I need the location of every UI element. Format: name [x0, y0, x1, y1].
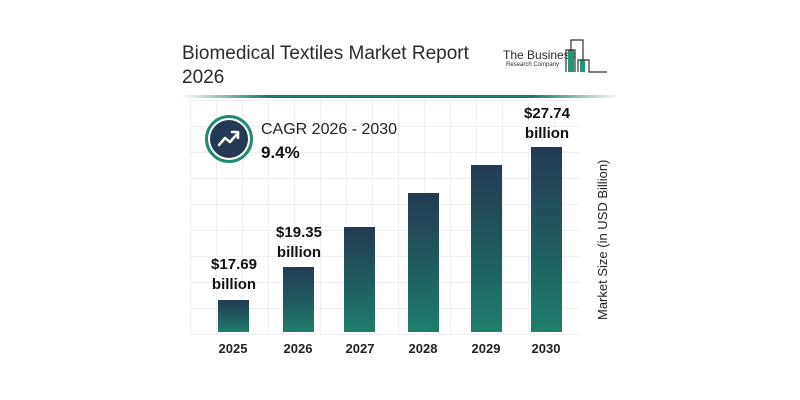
bar-2026: [283, 267, 314, 332]
company-logo: The Business Research Company: [503, 38, 623, 78]
trending-up-icon: [205, 115, 253, 163]
logo-line2: Research Company: [506, 62, 560, 68]
x-label-2030: 2030: [531, 341, 561, 356]
cagr-value: 9.4%: [261, 143, 300, 162]
x-label-2027: 2027: [345, 341, 375, 356]
header-divider: [180, 95, 620, 98]
chart-title: Biomedical Textiles Market Report 2026: [182, 43, 469, 88]
value-label-amount: $19.35: [276, 224, 322, 241]
chart-grid: [190, 100, 580, 335]
value-label-unit: billion: [211, 276, 257, 293]
y-axis-label: Market Size (in USD Billion): [595, 159, 610, 320]
building-chart-icon: [565, 39, 607, 73]
x-label-2025: 2025: [218, 341, 248, 356]
value-label-amount: $17.69: [211, 256, 257, 273]
bar-2030: [531, 147, 562, 332]
x-label-2026: 2026: [283, 341, 313, 356]
x-label-2028: 2028: [408, 341, 438, 356]
value-label-2026: $19.35 billion: [254, 223, 344, 263]
logo-line1: The Business: [503, 48, 576, 62]
x-label-2029: 2029: [471, 341, 501, 356]
bar-2025: [218, 300, 249, 332]
value-label-2025: $17.69 billion: [189, 255, 279, 295]
cagr-label: CAGR 2026 - 2030: [261, 121, 398, 138]
bar-2029: [471, 165, 502, 332]
value-label-amount: $27.74: [524, 105, 570, 122]
bar-2027: [344, 227, 375, 332]
bar-2028: [408, 193, 439, 332]
value-label-unit: billion: [276, 244, 322, 261]
value-label-unit: billion: [524, 125, 570, 142]
value-label-2030: $27.74 billion: [502, 104, 592, 144]
